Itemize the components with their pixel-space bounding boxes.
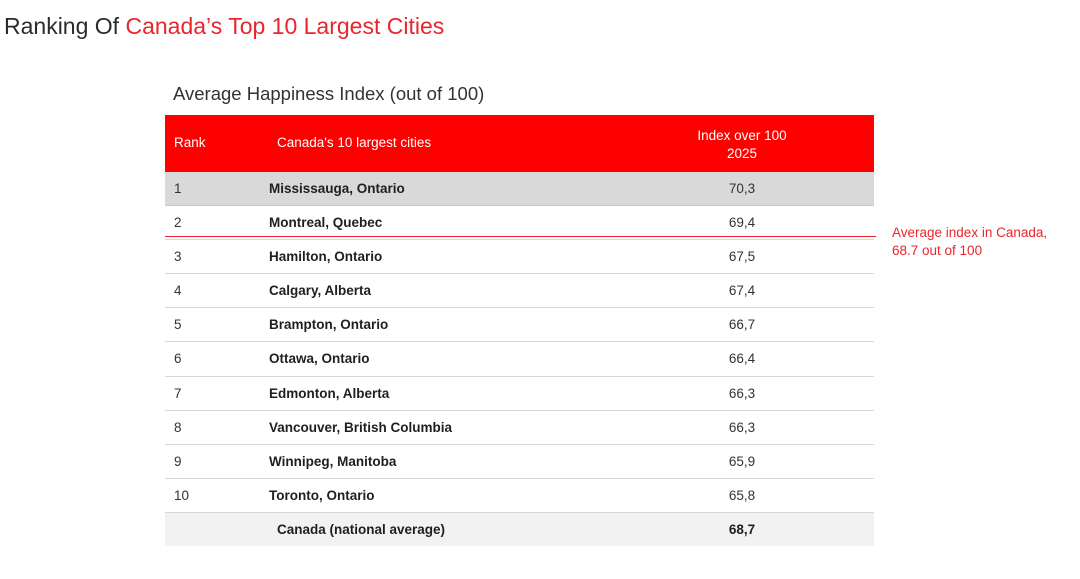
row-index: 70,3 xyxy=(728,181,756,196)
row-city: Hamilton, Ontario xyxy=(269,249,383,265)
row-rank: 4 xyxy=(174,283,182,299)
row-rank: 7 xyxy=(174,385,182,401)
row-rank: 6 xyxy=(174,351,182,367)
national-average-row: Canada (national average) 68,7 xyxy=(165,512,874,547)
row-index: 69,4 xyxy=(728,215,756,231)
row-rank: 10 xyxy=(174,487,190,503)
table-row: 4 Calgary, Alberta 67,4 xyxy=(165,274,874,309)
row-city: Mississauga, Ontario xyxy=(269,181,405,196)
row-city: Vancouver, British Columbia xyxy=(269,419,453,435)
table-row: 5 Brampton, Ontario 66,7 xyxy=(165,308,874,343)
row-city: Brampton, Ontario xyxy=(269,317,389,333)
row-city: Edmonton, Alberta xyxy=(269,385,390,401)
ranking-table: Rank Canada's 10 largest cities Index ov… xyxy=(165,115,874,547)
average-annotation-line1: Average index in Canada, xyxy=(892,225,1048,240)
average-marker-line xyxy=(165,236,876,237)
table-row: 6 Ottawa, Ontario 66,4 xyxy=(165,342,874,377)
row-index: 66,7 xyxy=(728,317,756,333)
page-title-highlight: Canada’s Top 10 Largest Cities xyxy=(125,13,445,39)
page-title: Ranking Of Canada’s Top 10 Largest Citie… xyxy=(4,10,444,42)
row-rank: 8 xyxy=(174,419,182,435)
row-index: 65,9 xyxy=(728,453,756,469)
page-title-prefix: Ranking Of xyxy=(4,13,126,39)
row-index: 65,8 xyxy=(728,487,756,503)
header-index-line1: Index over 100 xyxy=(697,128,787,143)
row-rank: 2 xyxy=(174,215,182,231)
national-average-label: Canada (national average) xyxy=(277,521,446,537)
row-city: Winnipeg, Manitoba xyxy=(269,453,397,469)
row-city: Toronto, Ontario xyxy=(269,487,375,503)
row-index: 66,3 xyxy=(728,385,756,401)
national-average-index: 68,7 xyxy=(728,521,756,537)
table-row: 9 Winnipeg, Manitoba 65,9 xyxy=(165,445,874,479)
row-rank: 1 xyxy=(174,181,182,196)
table-row: 10 Toronto, Ontario 65,8 xyxy=(165,479,874,513)
header-index: Index over 100 2025 xyxy=(677,127,807,163)
table-caption: Average Happiness Index (out of 100) xyxy=(173,83,485,104)
table-row: 1 Mississauga, Ontario 70,3 xyxy=(165,172,874,207)
table-row: 3 Hamilton, Ontario 67,5 xyxy=(165,240,874,275)
row-rank: 9 xyxy=(174,453,182,469)
table-row: 2 Montreal, Quebec 69,4 xyxy=(165,206,874,241)
row-rank: 5 xyxy=(174,317,182,333)
header-city: Canada's 10 largest cities xyxy=(277,135,432,150)
table-row: 8 Vancouver, British Columbia 66,3 xyxy=(165,411,874,445)
average-annotation-line2: 68.7 out of 100 xyxy=(892,243,983,258)
row-city: Montreal, Quebec xyxy=(269,215,383,231)
row-index: 66,4 xyxy=(728,351,756,367)
header-index-line2: 2025 xyxy=(726,146,758,161)
row-city: Ottawa, Ontario xyxy=(269,351,370,367)
row-city: Calgary, Alberta xyxy=(269,283,372,299)
row-index: 66,3 xyxy=(728,419,756,435)
row-index: 67,5 xyxy=(728,249,756,265)
average-annotation: Average index in Canada, 68.7 out of 100 xyxy=(892,224,1072,260)
header-rank: Rank xyxy=(174,135,206,150)
row-rank: 3 xyxy=(174,249,182,265)
table-row: 7 Edmonton, Alberta 66,3 xyxy=(165,377,874,411)
row-index: 67,4 xyxy=(728,283,756,299)
table-header: Rank Canada's 10 largest cities Index ov… xyxy=(165,115,874,172)
